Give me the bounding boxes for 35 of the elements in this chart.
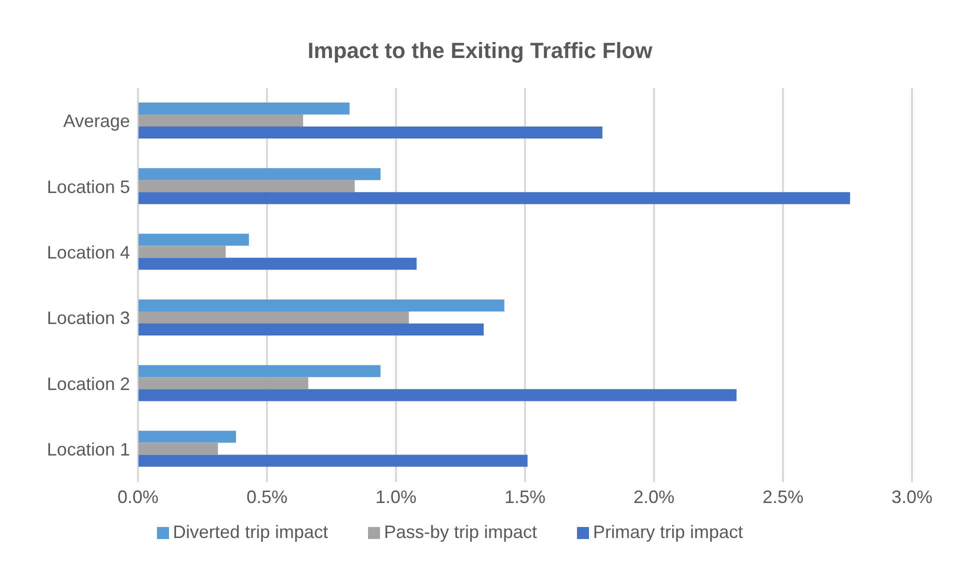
y-tick-label: Average bbox=[63, 111, 130, 132]
x-tick-label: 2.5% bbox=[762, 486, 804, 507]
x-tick-label: 2.0% bbox=[633, 486, 675, 507]
bar bbox=[138, 323, 484, 336]
legend-label: Pass-by trip impact bbox=[384, 522, 538, 542]
x-tick-label: 1.5% bbox=[504, 486, 546, 507]
y-tick-label: Location 4 bbox=[46, 242, 130, 263]
bar bbox=[138, 311, 409, 324]
bar bbox=[138, 430, 236, 443]
x-tick-label: 0.0% bbox=[117, 486, 159, 507]
bar bbox=[138, 365, 381, 378]
x-tick-label: 3.0% bbox=[891, 486, 933, 507]
bar bbox=[138, 246, 226, 258]
y-tick-label: Location 5 bbox=[46, 176, 130, 197]
bar bbox=[138, 114, 304, 126]
x-tick-label: 1.0% bbox=[375, 486, 417, 507]
bar bbox=[138, 442, 218, 455]
x-tick-label: 0.5% bbox=[246, 486, 288, 507]
bar bbox=[138, 389, 737, 402]
y-tick-label: Location 3 bbox=[46, 308, 130, 328]
bar bbox=[138, 180, 355, 192]
bar bbox=[138, 377, 308, 390]
legend-label: Primary trip impact bbox=[593, 522, 744, 542]
bar bbox=[138, 168, 381, 180]
bar bbox=[138, 102, 350, 114]
bar bbox=[138, 299, 504, 312]
chart-title: Impact to the Exiting Traffic Flow bbox=[306, 37, 654, 65]
bar bbox=[138, 192, 850, 204]
bar bbox=[138, 454, 528, 467]
legend-label: Diverted trip impact bbox=[172, 522, 328, 542]
y-tick-label: Location 2 bbox=[46, 374, 130, 394]
bar bbox=[138, 258, 417, 270]
bar bbox=[138, 234, 249, 246]
y-tick-label: Location 1 bbox=[46, 440, 130, 460]
bar bbox=[138, 126, 602, 138]
